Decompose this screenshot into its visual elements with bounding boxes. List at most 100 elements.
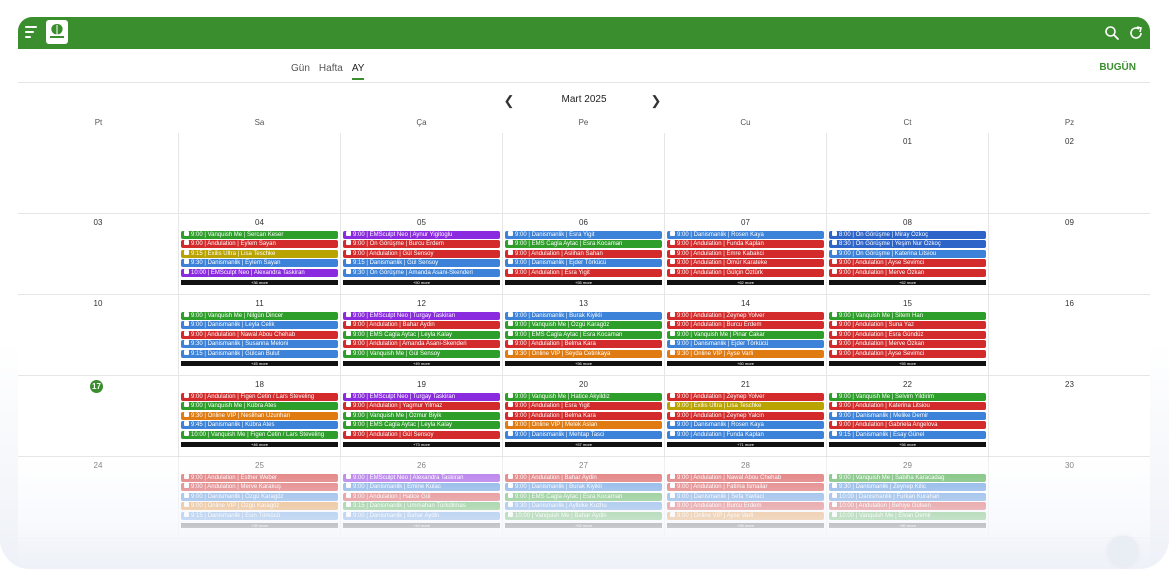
day-cell[interactable]: 25 9:00 | Andulation | Esther Weber 9:00 |… <box>179 457 341 538</box>
view-tab-month[interactable]: AY <box>351 63 365 80</box>
more-events-link[interactable]: +49 more <box>343 361 500 366</box>
calendar-event[interactable]: 9:00 | EMS Cagla Aytac | Esra Kocaman <box>505 492 662 501</box>
day-number[interactable]: 26 <box>417 461 426 470</box>
day-number[interactable]: 16 <box>1065 299 1074 308</box>
calendar-event[interactable]: 9:00 | Andulation | Merve Özkan <box>829 268 986 277</box>
calendar-event[interactable]: 9:00 | Danismanlik | Esra Yigit <box>505 231 662 239</box>
more-events-link[interactable]: +55 more <box>829 361 986 366</box>
calendar-event[interactable]: 9:00 | Danismanlik | Özgü Karagöz <box>181 492 338 501</box>
calendar-event[interactable]: 9:00 | Andulation | Hatice Gül <box>343 492 500 501</box>
day-number[interactable]: 13 <box>579 299 588 308</box>
calendar-event[interactable]: 9:00 | Andulation | Figen Cetin / Lars S… <box>181 393 338 401</box>
prev-month-icon[interactable]: ❮ <box>503 93 515 108</box>
day-cell[interactable] <box>341 133 503 214</box>
more-events-link[interactable]: +46 more <box>181 442 338 447</box>
day-number[interactable]: 09 <box>1065 218 1074 227</box>
day-number[interactable]: 02 <box>1065 137 1074 146</box>
day-cell[interactable]: 18 9:00 | Andulation | Figen Cetin / Lars… <box>179 376 341 457</box>
calendar-event[interactable]: 9:30 | Danismanlik | Zeynep Kilic <box>829 483 986 492</box>
day-cell[interactable]: 06 9:00 | Danismanlik | Esra Yigit 9:00 | … <box>503 214 665 295</box>
more-events-link[interactable]: +52 more <box>505 523 662 528</box>
calendar-event[interactable]: 9:00 | Vanquish Me | Selvim Yildirim <box>829 393 986 401</box>
calendar-event[interactable]: 9:00 | EMS Cagla Aytac | Esra Kocaman <box>505 330 662 339</box>
calendar-event[interactable]: 9:00 | Exilis Ultra | Lisa Teschke <box>667 402 824 411</box>
calendar-event[interactable]: 9:00 | Andulation | Fatima Ismailar <box>667 483 824 492</box>
day-cell[interactable]: 05 9:00 | EMSculpt Neo | Aynur Yigitoglu 9… <box>341 214 503 295</box>
calendar-event[interactable]: 9:00 | Vanquish Me | Özmur Biyik <box>343 411 500 420</box>
leaf-logo[interactable] <box>46 20 68 44</box>
calendar-event[interactable]: 9:00 | Danismanlik | Burak Kiyikli <box>505 312 662 320</box>
calendar-event[interactable]: 9:30 | Danismanlik | Susanna Meloni <box>181 340 338 349</box>
view-tab-week[interactable]: Hafta <box>318 63 343 74</box>
day-cell[interactable]: 27 9:00 | Andulation | Bahar Aydin 9:00 | … <box>503 457 665 538</box>
more-events-link[interactable]: +58 more <box>667 523 824 528</box>
day-cell[interactable]: 11 9:00 | Vanquish Me | Nilgün Dincer 9:00… <box>179 295 341 376</box>
calendar-event[interactable]: 10:00 | Danismanlik | Furkan Kurahan <box>829 492 986 501</box>
calendar-event[interactable]: 9:00 | Online VIP | Melek Aslan <box>505 421 662 430</box>
day-number[interactable]: 20 <box>579 380 588 389</box>
calendar-event[interactable]: 9:30 | Danismanlik | Aylbike Kuzhu <box>505 502 662 511</box>
day-cell[interactable]: 19 9:00 | EMSculpt Neo | Turgay Taskiran 9… <box>341 376 503 457</box>
more-events-link[interactable]: +56 more <box>829 442 986 447</box>
calendar-event[interactable]: 9:00 | Andulation | Amanda Asani-Skender… <box>343 340 500 349</box>
calendar-event[interactable]: 9:00 | Andulation | Bahar Aydin <box>505 474 662 482</box>
calendar-event[interactable]: 9:00 | Vanquish Me | Sitem Han <box>829 312 986 320</box>
day-cell[interactable]: 04 9:00 | Vanquish Me | Sercan Keser 9:00 … <box>179 214 341 295</box>
calendar-event[interactable]: 9:00 | Andulation | Belma Kara <box>505 411 662 420</box>
calendar-event[interactable]: 9:00 | Andulation | Zeynep Yolver <box>667 393 824 401</box>
calendar-event[interactable]: 9:00 | EMSculpt Neo | Aynur Yigitoglu <box>343 231 500 239</box>
calendar-event[interactable]: 9:00 | Vanquish Me | Kübra Ates <box>181 402 338 411</box>
more-events-link[interactable]: +44 more <box>343 523 500 528</box>
more-events-link[interactable]: +55 more <box>505 280 662 285</box>
view-tab-day[interactable]: Gün <box>291 63 310 74</box>
calendar-event[interactable]: 9:00 | Andulation | Burcu Erdem <box>667 321 824 330</box>
calendar-event[interactable]: 9:00 | Andulation | Nawal Abou Chehab <box>181 330 338 339</box>
calendar-event[interactable]: 9:00 | Vanquish Me | Özgü Karagöz <box>505 321 662 330</box>
day-number[interactable]: 22 <box>903 380 912 389</box>
more-events-link[interactable]: +62 more <box>667 280 824 285</box>
calendar-event[interactable]: 9:00 | Vanquish Me | Gül Sensoy <box>343 349 500 358</box>
calendar-event[interactable]: 9:00 | Vanquish Me | Nilgün Dincer <box>181 312 338 320</box>
day-cell[interactable]: 17 <box>18 376 179 457</box>
calendar-event[interactable]: 9:00 | Andulation | Esra Yigit <box>505 268 662 277</box>
calendar-event[interactable]: 9:30 | Online VIP | Neslihan Uzunhan <box>181 411 338 420</box>
calendar-event[interactable]: 9:00 | Vanquish Me | Sercan Keser <box>181 231 338 239</box>
day-cell[interactable]: 02 <box>989 133 1150 214</box>
day-number[interactable]: 24 <box>93 461 103 470</box>
calendar-event[interactable]: 9:00 | Danismanlik | Bahar Aydin <box>343 511 500 520</box>
calendar-event[interactable]: 10:00 | Vanquish Me | Bahar Aydin <box>505 511 662 520</box>
calendar-event[interactable]: 9:00 | Andulation | Funda Kaplan <box>667 430 824 439</box>
today-button[interactable]: BUGÜN <box>1099 62 1136 73</box>
calendar-event[interactable]: 9:00 | Danismanlik | Emine Kulac <box>343 483 500 492</box>
day-number[interactable]: 30 <box>1065 461 1074 470</box>
more-events-link[interactable]: +45 more <box>181 361 338 366</box>
calendar-event[interactable]: 9:00 | Andulation | Suna Yaz <box>829 321 986 330</box>
calendar-event[interactable]: 9:00 | Andulation | Esther Weber <box>181 474 338 482</box>
day-cell[interactable]: 28 9:00 | Andulation | Nawal Abou Chehab 9… <box>665 457 827 538</box>
calendar-event[interactable]: 9:00 | EMS Cagla Aytac | Leyla Kalay <box>343 330 500 339</box>
day-cell[interactable]: 15 9:00 | Vanquish Me | Sitem Han 9:00 | A… <box>827 295 989 376</box>
day-cell[interactable]: 12 9:00 | EMSculpt Neo | Turgay Taskiran 9… <box>341 295 503 376</box>
day-number[interactable]: 28 <box>741 461 750 470</box>
day-number[interactable]: 11 <box>255 299 264 308</box>
day-number[interactable]: 04 <box>255 218 264 227</box>
calendar-event[interactable]: 9:15 | Danismanlik | Gül Sensoy <box>343 259 500 268</box>
calendar-event[interactable]: 9:30 | Danismanlik | Eylem Sayan <box>181 259 338 268</box>
day-cell[interactable]: 13 9:00 | Danismanlik | Burak Kiyikli 9:00… <box>503 295 665 376</box>
calendar-event[interactable]: 10:00 | Vanquish Me | Figen Cetin / Lars… <box>181 430 338 439</box>
day-cell[interactable]: 01 <box>827 133 989 214</box>
day-number[interactable]: 14 <box>741 299 750 308</box>
day-number[interactable]: 23 <box>1065 380 1074 389</box>
calendar-event[interactable]: 9:00 | EMS Cagla Aytac | Esra Kocaman <box>505 240 662 249</box>
calendar-event[interactable]: 9:00 | Andulation | Belma Kara <box>505 340 662 349</box>
calendar-event[interactable]: 9:00 | Danismanlik | Melike Demir <box>829 411 986 420</box>
calendar-event[interactable]: 9:00 | Danismanlik | Ejder Törkücü <box>505 259 662 268</box>
calendar-event[interactable]: 9:45 | Danismanlik | Kübra Ates <box>181 421 338 430</box>
calendar-event[interactable]: 9:00 | Andulation | Eylem Sayan <box>181 240 338 249</box>
day-cell[interactable]: 16 <box>989 295 1150 376</box>
day-cell[interactable]: 03 <box>18 214 179 295</box>
calendar-event[interactable]: 10:00 | Andulation | Behiye Gülsen <box>829 502 986 511</box>
day-number[interactable]: 10 <box>93 299 103 308</box>
calendar-event[interactable]: 9:00 | EMS Cagla Aytac | Leyla Kalay <box>343 421 500 430</box>
more-events-link[interactable]: +56 more <box>505 361 662 366</box>
